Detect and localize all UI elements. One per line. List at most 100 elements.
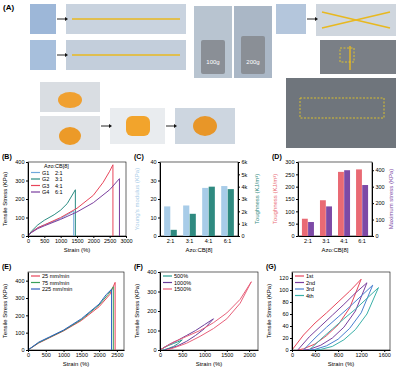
series-line: [292, 279, 361, 350]
tick-label: 400: [15, 278, 24, 284]
legend-label: 75 mm/min: [42, 280, 69, 286]
legend-swatch: [295, 275, 304, 276]
tick-mark: [158, 236, 160, 237]
legend-label: G3: [42, 183, 49, 189]
tick-label: 200: [147, 308, 156, 314]
legend-swatch: [31, 185, 40, 186]
panel-label: (D): [272, 153, 282, 161]
axis-title: Strain (%): [328, 361, 355, 367]
legend-ratio: 3:1: [55, 176, 63, 182]
arrow-head: [174, 124, 177, 128]
axis-title: Tensile Stress (KPa): [2, 284, 8, 338]
tick: 6k: [238, 159, 248, 165]
arrow-head: [315, 17, 318, 21]
tick-label: 0: [159, 352, 162, 358]
tick: 1600: [379, 350, 391, 358]
tick-mark: [290, 338, 292, 339]
tick-label: 0: [27, 352, 30, 358]
tick-label: 4:1: [205, 238, 213, 244]
bar: [183, 205, 189, 236]
tick-label: 1500: [221, 352, 233, 358]
tick-label: 30: [150, 178, 156, 184]
axis-line: [29, 350, 125, 351]
tick: 0: [21, 233, 28, 239]
tick-mark: [158, 272, 160, 273]
tick-mark: [290, 326, 292, 327]
axis-line: [29, 236, 127, 237]
plot-frame: [28, 272, 124, 350]
weight-label: 100g: [206, 59, 219, 65]
tick-label: 1000: [199, 352, 211, 358]
tick: 1500: [221, 350, 233, 358]
tick-label: 500: [178, 352, 187, 358]
legend-swatch: [31, 282, 40, 283]
photo: [286, 78, 396, 148]
legend-label: 500%: [174, 273, 188, 279]
tick: 400: [372, 167, 385, 173]
legend-label: 2nd: [306, 280, 315, 286]
legend-swatch: [31, 178, 40, 179]
plot-frame: [298, 162, 372, 236]
photo: [40, 116, 100, 150]
tick-label: 1500: [71, 238, 83, 244]
bar: [356, 169, 362, 236]
tick-label: 3:1: [322, 238, 330, 244]
tick-mark: [158, 218, 160, 219]
tick: 150: [285, 196, 298, 202]
photo: [110, 108, 165, 144]
tick-label: 3:1: [186, 238, 194, 244]
plot-area: [28, 165, 119, 236]
tick-label: 80: [282, 299, 288, 305]
axis: 2:13:14:16:1: [299, 236, 373, 244]
tick: 1000: [58, 350, 70, 358]
arrow: [57, 19, 65, 20]
tick-mark: [372, 236, 374, 237]
photo: [276, 4, 306, 34]
tick: 200: [15, 196, 28, 202]
tick: 60: [282, 311, 292, 317]
tick-mark: [290, 302, 292, 303]
tick: 100: [15, 215, 28, 221]
bar: [209, 187, 215, 236]
bar: [221, 186, 227, 236]
axis-line: [160, 163, 161, 237]
tick-label: 200: [15, 313, 24, 319]
tick-mark: [26, 350, 28, 351]
axis: 050100150200250300: [285, 159, 298, 239]
legend-swatch: [31, 288, 40, 289]
tick-mark: [158, 162, 160, 163]
tick-mark: [26, 298, 28, 299]
tick-label: 3k: [242, 196, 248, 202]
axis-title: Tensile Stress (KPa): [134, 284, 140, 338]
bar: [362, 185, 368, 236]
tick: 400: [311, 350, 320, 358]
tick-label: 300: [15, 295, 24, 301]
tick: 0: [153, 347, 160, 353]
tick-label: 500: [40, 238, 49, 244]
series-line: [160, 282, 251, 350]
gel: [58, 92, 82, 108]
plot-frame: [160, 272, 258, 350]
axis-title: Strain (%): [196, 361, 223, 367]
tick-label: 0: [153, 347, 156, 353]
tick-label: 1200: [356, 352, 368, 358]
tick-mark: [296, 162, 298, 163]
tick-mark: [372, 203, 374, 204]
tick-label: 2000: [243, 352, 255, 358]
axis-line: [161, 236, 239, 237]
series-line: [28, 165, 113, 236]
axis: 0 500 1000 1500 2000: [159, 350, 259, 358]
tick-label: 300: [376, 184, 385, 190]
tick-mark: [158, 311, 160, 312]
legend-label: 1000%: [174, 280, 191, 286]
tick-label: 1k: [242, 221, 248, 227]
tick: 100: [279, 287, 292, 293]
plot-frame: [160, 162, 238, 236]
bar: [164, 206, 170, 236]
tick-label: 20: [282, 335, 288, 341]
tick: 2:1: [304, 236, 312, 244]
tick: 400: [15, 278, 28, 284]
tick: 5k: [238, 172, 248, 178]
tick: 20: [282, 335, 292, 341]
axis-line: [161, 350, 259, 351]
